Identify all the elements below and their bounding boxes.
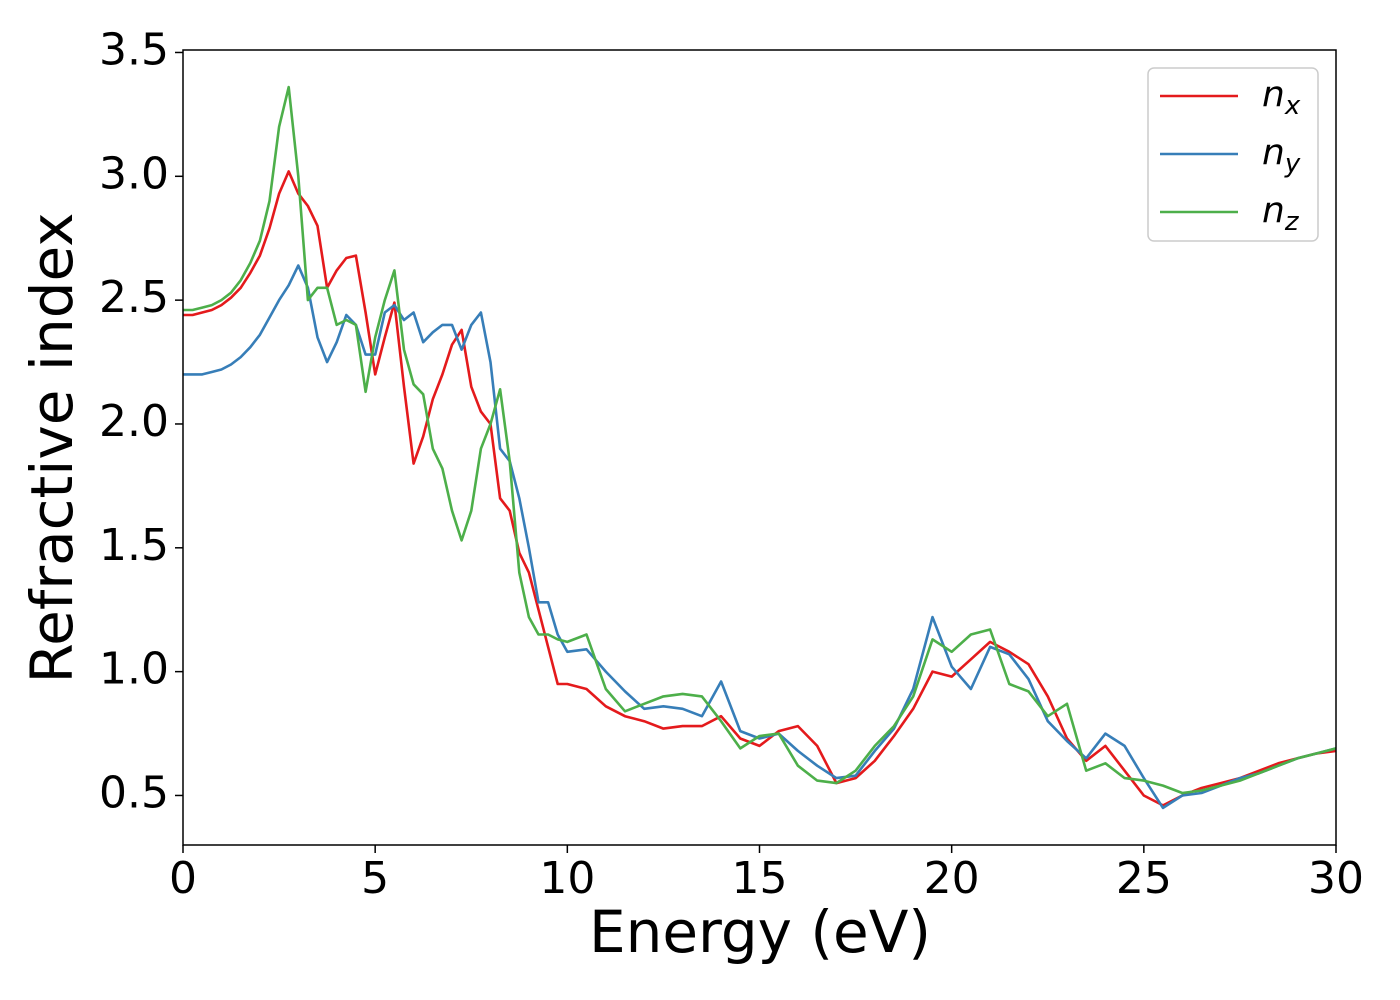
y-tick-label: 1.0 — [99, 644, 169, 695]
y-tick-label: 1.5 — [99, 520, 169, 571]
x-tick-label: 10 — [539, 853, 595, 904]
x-tick-label: 5 — [361, 853, 389, 904]
x-tick-label: 30 — [1308, 853, 1364, 904]
plot-frame — [182, 49, 1337, 846]
y-tick-label: 2.5 — [99, 272, 169, 323]
legend-label: ny — [1262, 132, 1301, 179]
x-tick-label: 20 — [924, 853, 980, 904]
legend-label: nx — [1262, 74, 1301, 121]
y-axis-label: Refractive index — [18, 212, 86, 683]
x-axis-label: Energy (eV) — [589, 898, 931, 966]
y-tick-label: 0.5 — [99, 767, 169, 818]
data-line — [183, 264, 1336, 810]
legend-label: nz — [1262, 190, 1300, 237]
data-line — [183, 85, 1336, 795]
data-line — [183, 170, 1336, 807]
x-tick-label: 0 — [169, 853, 197, 904]
x-tick-label: 15 — [732, 853, 788, 904]
y-tick-label: 3.5 — [99, 24, 169, 75]
y-tick-label: 2.0 — [99, 396, 169, 447]
x-tick-label: 25 — [1116, 853, 1172, 904]
y-tick-label: 3.0 — [99, 148, 169, 199]
